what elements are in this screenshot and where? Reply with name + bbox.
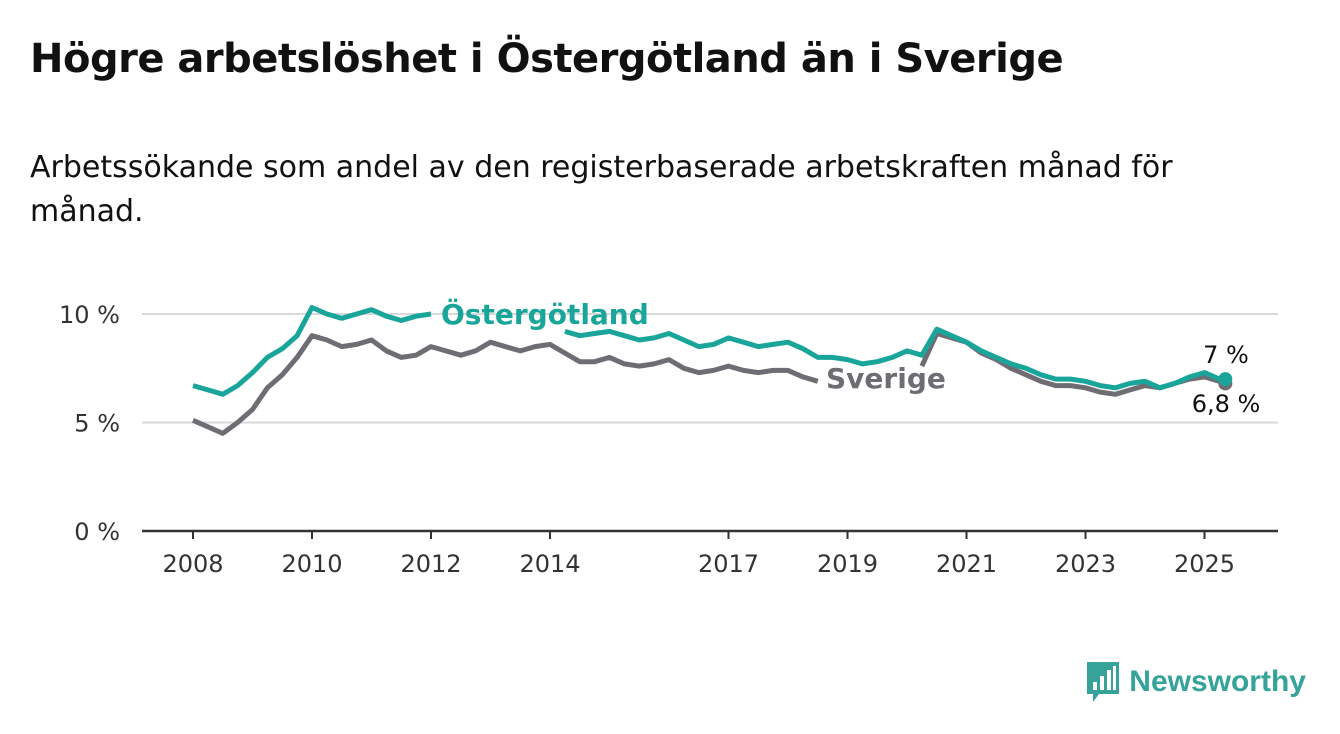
brand-logo: Newsworthy [1085, 660, 1306, 704]
sverige-label: Sverige [826, 362, 946, 395]
sverige-end-label: 6,8 % [1192, 390, 1261, 418]
ostergotland-end-label: 7 % [1203, 341, 1249, 369]
y-tick-label: 5 % [74, 410, 120, 438]
grid-lines [142, 313, 1278, 539]
x-tick-label: 2017 [698, 550, 759, 578]
y-tick-label: 10 % [59, 301, 120, 329]
ostergotland-line [192, 305, 432, 397]
x-tick-label: 2025 [1174, 550, 1235, 578]
brand-name: Newsworthy [1129, 665, 1306, 698]
x-tick-label: 2010 [281, 550, 342, 578]
sverige-line [192, 333, 819, 436]
x-tick-label: 2008 [162, 550, 223, 578]
x-tick-label: 2023 [1055, 550, 1116, 578]
ostergotland-label: Östergötland [441, 297, 649, 331]
ostergotland-end-point [1218, 372, 1233, 387]
x-tick-label: 2014 [519, 550, 580, 578]
series-lines [192, 305, 1233, 436]
y-tick-label: 0 % [74, 518, 120, 546]
chart-labels: 0 % 5 % 10 % 2008 2010 2012 2014 2017 2019 2021 20… [59, 297, 1260, 578]
x-tick-label: 2019 [817, 550, 878, 578]
chart-subtitle: Arbetssökande som andel av den registerb… [30, 150, 1173, 229]
ostergotland-line [564, 326, 1226, 391]
x-tick-label: 2021 [936, 550, 997, 578]
x-tick-label: 2012 [400, 550, 461, 578]
chart-title: Högre arbetslöshet i Östergötland än i S… [30, 36, 1064, 82]
bar-chart-speech-bubble-icon [1087, 662, 1120, 702]
